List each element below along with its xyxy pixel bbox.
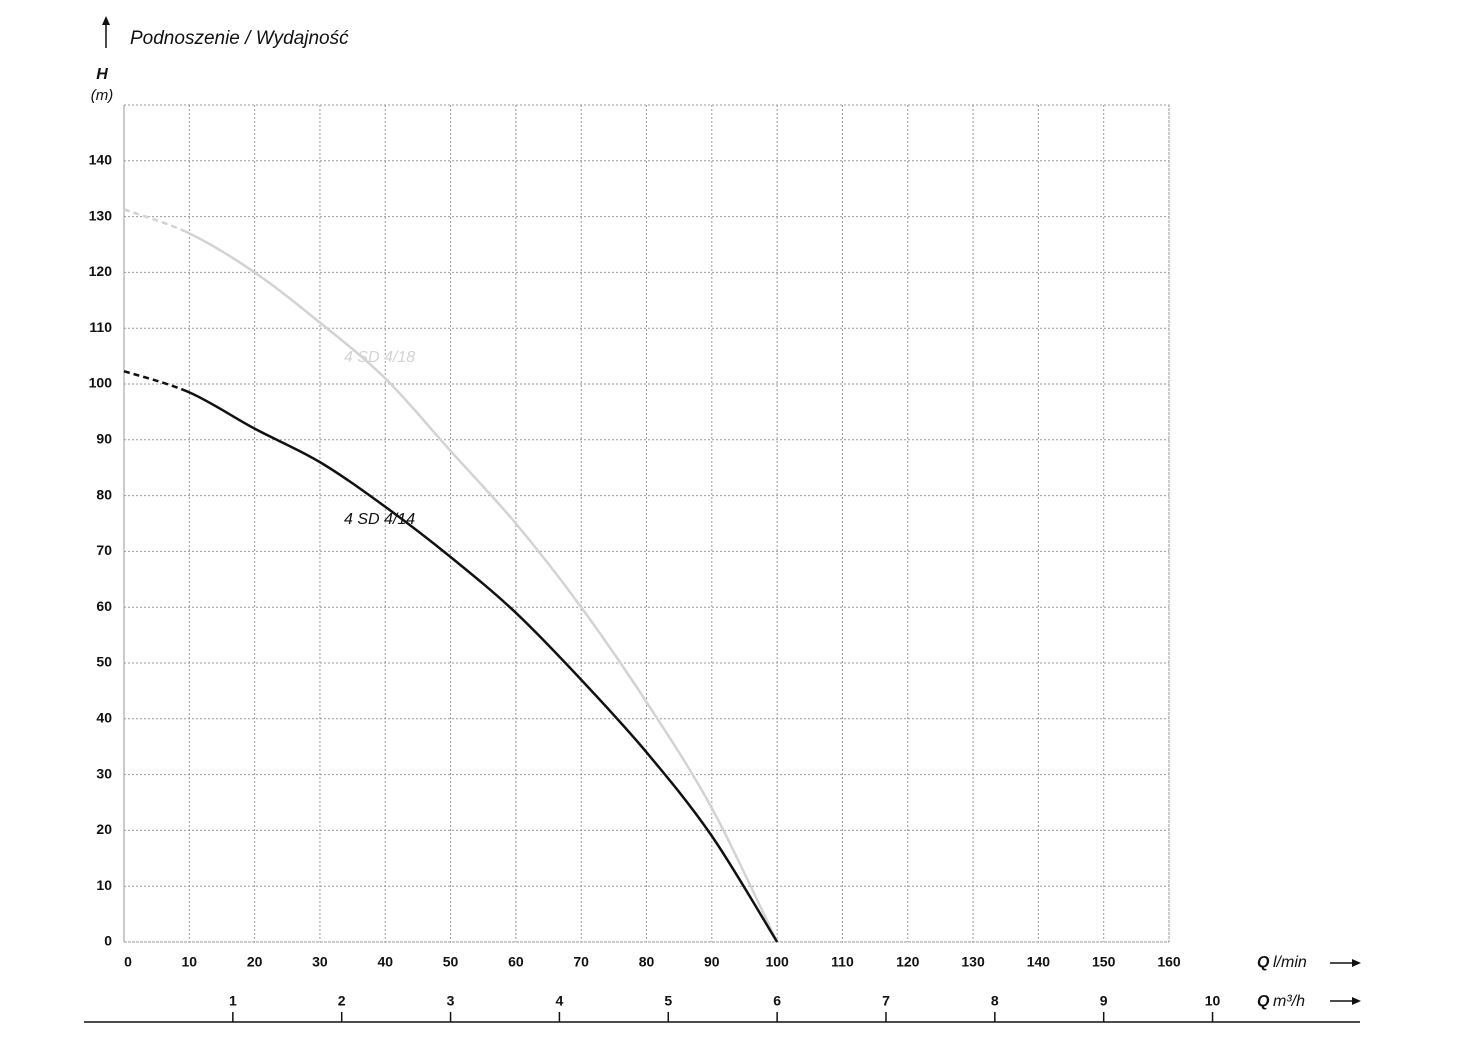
x2-tick-label: 4 (556, 993, 564, 1009)
x2-tick-label: 8 (991, 993, 999, 1009)
x-tick-label: 140 (1027, 954, 1051, 970)
y-tick-label: 120 (89, 263, 113, 279)
x-tick-label: 30 (312, 954, 328, 970)
x2-tick-label: 9 (1100, 993, 1108, 1009)
x2-arrow-head (1352, 997, 1361, 1005)
y-tick-label: 110 (89, 319, 112, 335)
x-tick-label: 10 (182, 954, 198, 970)
y-tick-label: 10 (96, 877, 112, 893)
y-tick-label: 130 (89, 207, 113, 223)
x2-tick-label: 10 (1205, 993, 1221, 1009)
x-tick-label: 110 (831, 954, 854, 970)
x-tick-label: 100 (765, 954, 789, 970)
x2-label: Q (1257, 993, 1270, 1010)
y-label: H (96, 66, 108, 83)
x-tick-label: 40 (377, 954, 393, 970)
y-unit: (m) (91, 87, 114, 104)
x2-tick-label: 7 (882, 993, 890, 1009)
curve (123, 369, 779, 943)
x-tick-label: 20 (247, 954, 263, 970)
x-label: Q (1257, 954, 1270, 971)
y-tick-label: 20 (96, 821, 112, 837)
y-tick-label: 90 (96, 431, 112, 447)
x-unit: l/min (1273, 954, 1307, 971)
curve (123, 208, 779, 943)
x2-tick-label: 6 (773, 993, 781, 1009)
x-tick-label: 120 (896, 954, 920, 970)
y-tick-label: 100 (89, 375, 113, 391)
x2-tick-label: 5 (664, 993, 672, 1009)
chart-title: Podnoszenie / Wydajność (130, 28, 349, 49)
x-tick-label: 50 (443, 954, 459, 970)
x-tick-label: 90 (704, 954, 720, 970)
x-tick-label: 80 (639, 954, 655, 970)
plot-frame (123, 104, 1170, 943)
x2-tick-label: 3 (447, 993, 455, 1009)
y-tick-label: 80 (96, 486, 112, 502)
x-tick-label: 70 (573, 954, 589, 970)
y-tick-label: 50 (96, 654, 112, 670)
x2-tick-label: 1 (229, 993, 237, 1009)
y-tick-label: 0 (104, 933, 112, 949)
y-tick-label: 30 (96, 765, 112, 781)
x-tick-label: 160 (1157, 954, 1181, 970)
y-tick-label: 70 (96, 542, 112, 558)
x-tick-label: 150 (1092, 954, 1116, 970)
x2-tick-label: 2 (338, 993, 346, 1009)
series-label: 4 SD 4/18 (344, 349, 415, 366)
y-tick-label: 140 (89, 152, 113, 168)
y-tick-label: 40 (96, 710, 112, 726)
x-tick-label: 0 (124, 954, 132, 970)
y-arrow-head (102, 16, 110, 25)
x-tick-label: 60 (508, 954, 524, 970)
x-tick-label: 130 (961, 954, 985, 970)
y-tick-label: 60 (96, 598, 112, 614)
series-label: 4 SD 4/14 (344, 511, 415, 528)
x-arrow-head (1352, 959, 1361, 967)
x2-unit: m³/h (1273, 993, 1305, 1010)
